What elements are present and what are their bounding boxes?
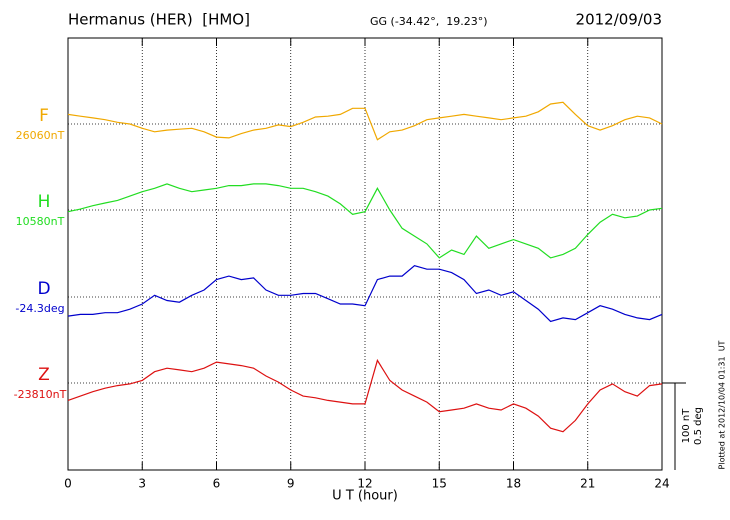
- x-tick-label: 18: [506, 477, 521, 491]
- series-line: [67, 265, 663, 323]
- x-tick-label: 15: [432, 477, 447, 491]
- baseline-label: -24.3deg: [15, 302, 64, 315]
- series-name: Z: [38, 365, 50, 385]
- footnote: Plotted at 2012/10/04 01:31 UT: [718, 340, 727, 469]
- chart-subtitle: GG (-34.42°, 19.23°): [370, 15, 488, 28]
- chart-date: 2012/09/03: [576, 11, 662, 29]
- x-tick-label: 6: [213, 477, 221, 491]
- series-name: D: [37, 279, 50, 299]
- series-line: [67, 101, 663, 141]
- series-name: F: [39, 106, 49, 126]
- baseline-label: 26060nT: [16, 129, 65, 142]
- x-tick-label: 0: [64, 477, 72, 491]
- series-line: [67, 358, 663, 433]
- x-tick-label: 9: [287, 477, 295, 491]
- chart-title: Hermanus (HER) [HMO]: [68, 11, 250, 29]
- baseline-label: 10580nT: [16, 215, 65, 228]
- baseline-label: -23810nT: [14, 388, 67, 401]
- series-name: H: [38, 192, 51, 212]
- scale-label: 100 nT: [681, 408, 692, 444]
- x-tick-label: 21: [580, 477, 595, 491]
- x-tick-label: 24: [654, 477, 669, 491]
- x-tick-label: 3: [138, 477, 146, 491]
- x-axis-label: U T (hour): [332, 489, 398, 504]
- series-line: [67, 183, 663, 259]
- x-tick-label: 12: [357, 477, 372, 491]
- scale-label: 0.5 deg: [693, 407, 704, 445]
